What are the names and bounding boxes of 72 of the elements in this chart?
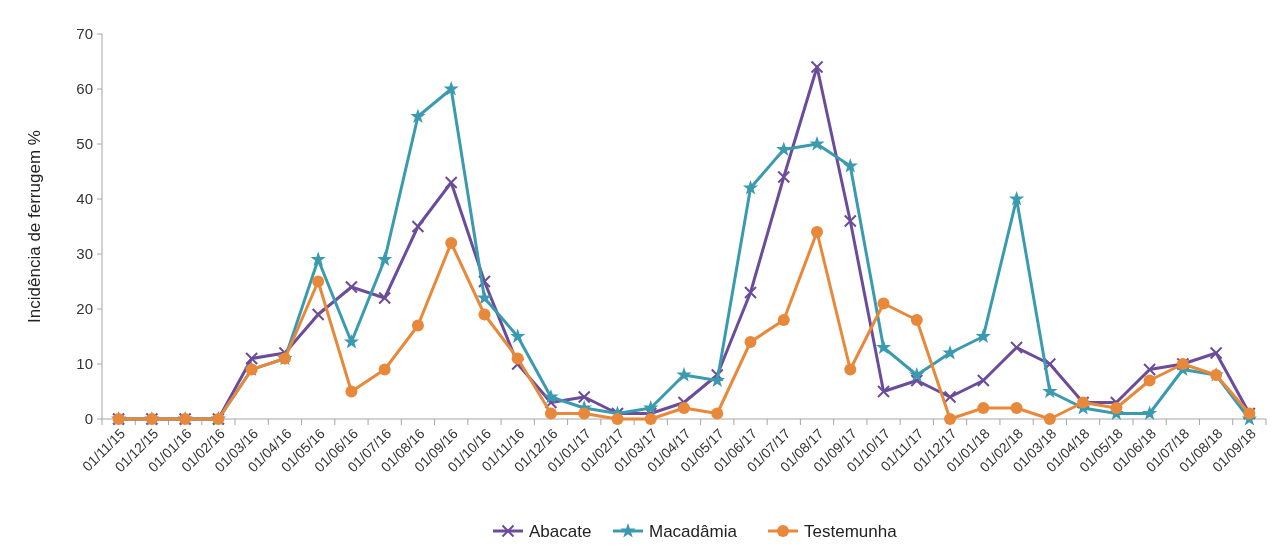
point bbox=[343, 334, 360, 349]
point bbox=[378, 363, 391, 376]
point bbox=[410, 108, 426, 123]
point bbox=[842, 158, 858, 173]
point bbox=[643, 400, 659, 415]
point bbox=[445, 237, 458, 249]
point bbox=[877, 297, 890, 310]
point bbox=[345, 385, 358, 398]
point bbox=[977, 402, 990, 414]
y-axis-title: Incidência de ferrugem % bbox=[25, 130, 44, 323]
point bbox=[809, 136, 825, 151]
point bbox=[744, 286, 757, 299]
point bbox=[810, 60, 824, 74]
y-tick-label: 0 bbox=[84, 410, 93, 428]
point bbox=[510, 328, 526, 343]
point bbox=[377, 251, 393, 266]
point bbox=[544, 407, 557, 420]
point bbox=[1043, 413, 1056, 425]
point bbox=[744, 336, 757, 348]
legend-label: Abacate bbox=[529, 521, 592, 541]
point bbox=[676, 367, 692, 382]
point bbox=[975, 328, 991, 343]
point bbox=[1143, 374, 1156, 387]
point bbox=[644, 413, 657, 425]
y-tick-label: 60 bbox=[76, 80, 93, 98]
y-tick-label: 20 bbox=[76, 300, 93, 318]
point bbox=[942, 345, 958, 360]
point bbox=[1010, 341, 1023, 354]
point bbox=[742, 180, 759, 195]
y-tick-label: 30 bbox=[76, 245, 93, 263]
y-tick-label: 40 bbox=[76, 190, 93, 208]
point bbox=[578, 407, 591, 420]
point bbox=[777, 170, 790, 184]
point bbox=[476, 290, 493, 305]
point bbox=[1008, 191, 1025, 206]
point bbox=[543, 389, 559, 404]
point bbox=[910, 314, 923, 326]
point bbox=[444, 176, 458, 189]
point bbox=[478, 308, 491, 321]
point bbox=[877, 385, 890, 398]
point bbox=[443, 81, 459, 96]
point bbox=[378, 291, 391, 305]
y-tick-label: 10 bbox=[76, 355, 93, 373]
y-tick-label: 70 bbox=[76, 25, 93, 43]
point bbox=[311, 308, 325, 321]
point bbox=[310, 251, 326, 266]
point bbox=[1143, 363, 1156, 376]
point bbox=[909, 367, 925, 382]
legend-label: Testemunha bbox=[804, 521, 898, 541]
point bbox=[1141, 405, 1158, 420]
point bbox=[1209, 346, 1223, 360]
point bbox=[844, 214, 857, 228]
point bbox=[1042, 383, 1058, 398]
point bbox=[578, 390, 591, 404]
point bbox=[511, 352, 524, 365]
point bbox=[312, 275, 325, 288]
point bbox=[944, 413, 957, 425]
point bbox=[777, 314, 790, 326]
point bbox=[411, 319, 424, 332]
point bbox=[811, 226, 824, 238]
point bbox=[245, 352, 258, 365]
point bbox=[1110, 402, 1123, 414]
point bbox=[611, 413, 624, 425]
point bbox=[678, 402, 690, 414]
point bbox=[977, 374, 990, 387]
y-tick-label: 50 bbox=[76, 135, 93, 153]
point bbox=[875, 339, 892, 354]
point bbox=[943, 390, 957, 404]
point bbox=[711, 407, 724, 420]
point bbox=[1010, 402, 1023, 414]
point bbox=[844, 363, 857, 376]
legend-label: Macadâmia bbox=[649, 521, 738, 541]
